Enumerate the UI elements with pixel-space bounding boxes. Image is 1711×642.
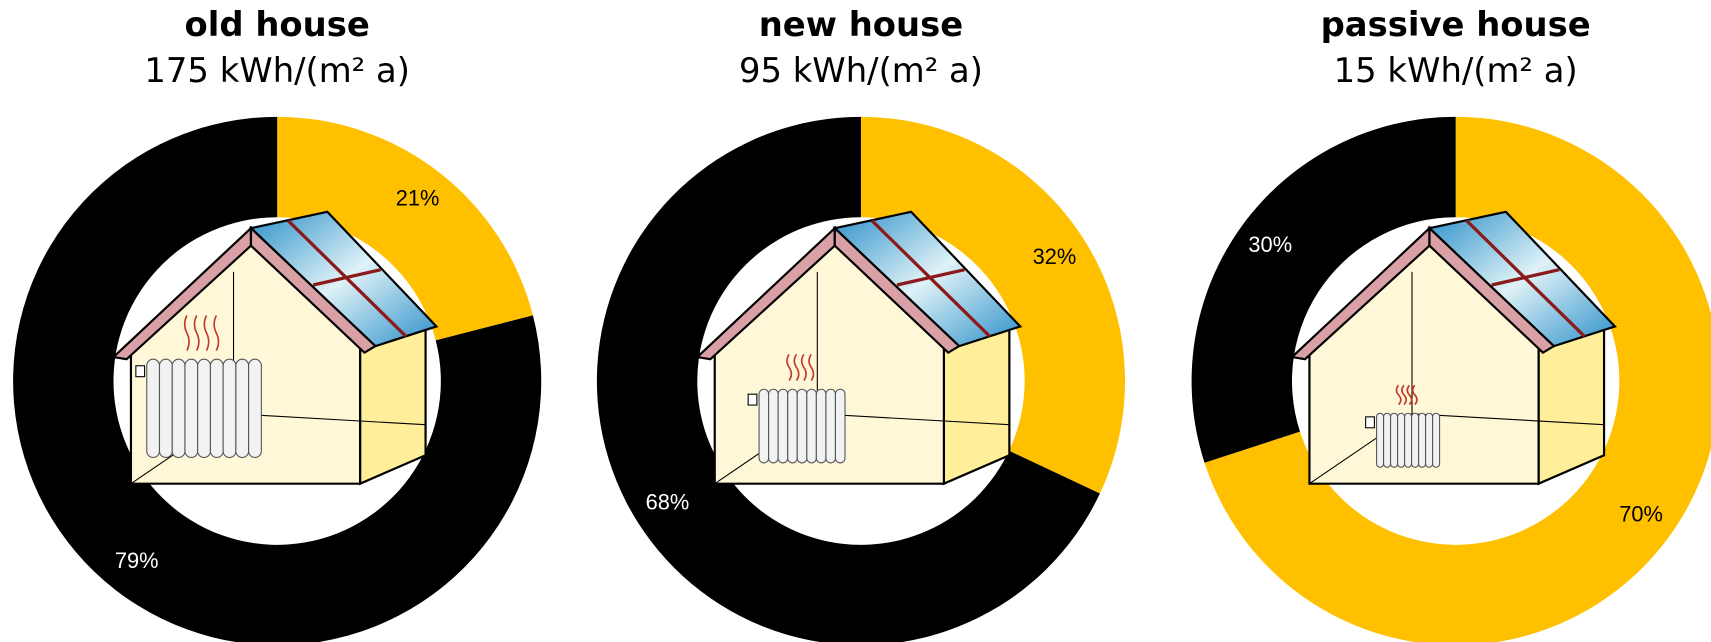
radiator-fin — [222, 358, 237, 459]
value-label: 21% — [396, 186, 440, 211]
radiator-fin — [146, 358, 161, 459]
heat-wave — [193, 315, 200, 351]
radiator-fin — [1383, 412, 1392, 468]
radiator — [747, 388, 846, 464]
chart-title: old house — [185, 5, 370, 44]
radiator-fin — [1397, 412, 1406, 468]
chart-title: new house — [759, 5, 963, 44]
value-label: 68% — [646, 490, 690, 515]
value-label: 30% — [1248, 232, 1292, 257]
radiator-fin — [796, 388, 808, 464]
house-illustration — [111, 210, 439, 486]
radiator — [135, 358, 262, 459]
house-illustration — [695, 210, 1022, 486]
radiator-fin — [834, 388, 846, 464]
heat-wave — [808, 353, 815, 381]
thermostat — [1365, 416, 1375, 429]
house-illustration — [1290, 210, 1617, 486]
heat-wave — [1401, 384, 1408, 406]
radiator-fin — [758, 388, 770, 464]
radiator-fin — [787, 388, 798, 464]
chart-subtitle: 15 kWh/(m² a) — [1334, 51, 1578, 90]
heat-wave — [203, 315, 210, 351]
heat-wave — [183, 315, 190, 351]
donut-segment — [1191, 116, 1456, 463]
radiator-fin — [768, 388, 779, 464]
donut-chart: 32% 68% new house 95 kWh/(m² a) — [596, 5, 1126, 642]
radiator-fin — [1390, 412, 1399, 468]
chart-title: passive house — [1321, 5, 1591, 44]
radiator-fin — [1376, 412, 1385, 468]
radiator-fin — [235, 358, 250, 459]
thermostat — [135, 365, 146, 378]
radiator-fin — [1418, 412, 1427, 468]
chart-subtitle: 175 kWh/(m² a) — [144, 51, 410, 90]
radiator-fin — [197, 358, 211, 459]
value-label: 70% — [1619, 502, 1663, 527]
radiator-fin — [184, 358, 199, 459]
radiator-fin — [806, 388, 817, 464]
heat-wave — [1406, 384, 1413, 406]
radiator-fin — [248, 358, 262, 459]
donut-segment — [277, 116, 533, 341]
donut-chart: 21% 79% old house 175 kWh/(m² a) — [13, 5, 542, 642]
thermostat — [747, 393, 758, 406]
donut-chart: 70% 30% passive house 15 kWh/(m² a) — [1191, 5, 1711, 642]
radiator-fin — [825, 388, 836, 464]
radiator-fin — [777, 388, 789, 464]
radiator-fin — [171, 358, 186, 459]
heat-wave — [800, 353, 807, 381]
donut-segment — [13, 116, 542, 642]
radiator-fin — [1425, 412, 1434, 468]
radiator-fin — [1432, 412, 1441, 468]
donut-segment — [860, 116, 1126, 494]
radiator — [1365, 412, 1441, 468]
value-label: 79% — [115, 548, 159, 573]
radiator-fin — [815, 388, 827, 464]
heat-wave — [793, 353, 800, 381]
donut-segment — [1204, 116, 1711, 642]
heat-wave — [1395, 384, 1402, 406]
donut-segment — [596, 116, 1100, 642]
radiator-fin — [1404, 412, 1413, 468]
heat-wave — [1411, 384, 1418, 406]
value-label: 32% — [1033, 244, 1077, 269]
radiator-fin — [209, 358, 224, 459]
heat-wave — [786, 353, 793, 381]
chart-subtitle: 95 kWh/(m² a) — [739, 51, 983, 90]
radiator-fin — [1411, 412, 1420, 468]
radiator-fin — [158, 358, 173, 459]
heat-wave — [213, 315, 220, 351]
